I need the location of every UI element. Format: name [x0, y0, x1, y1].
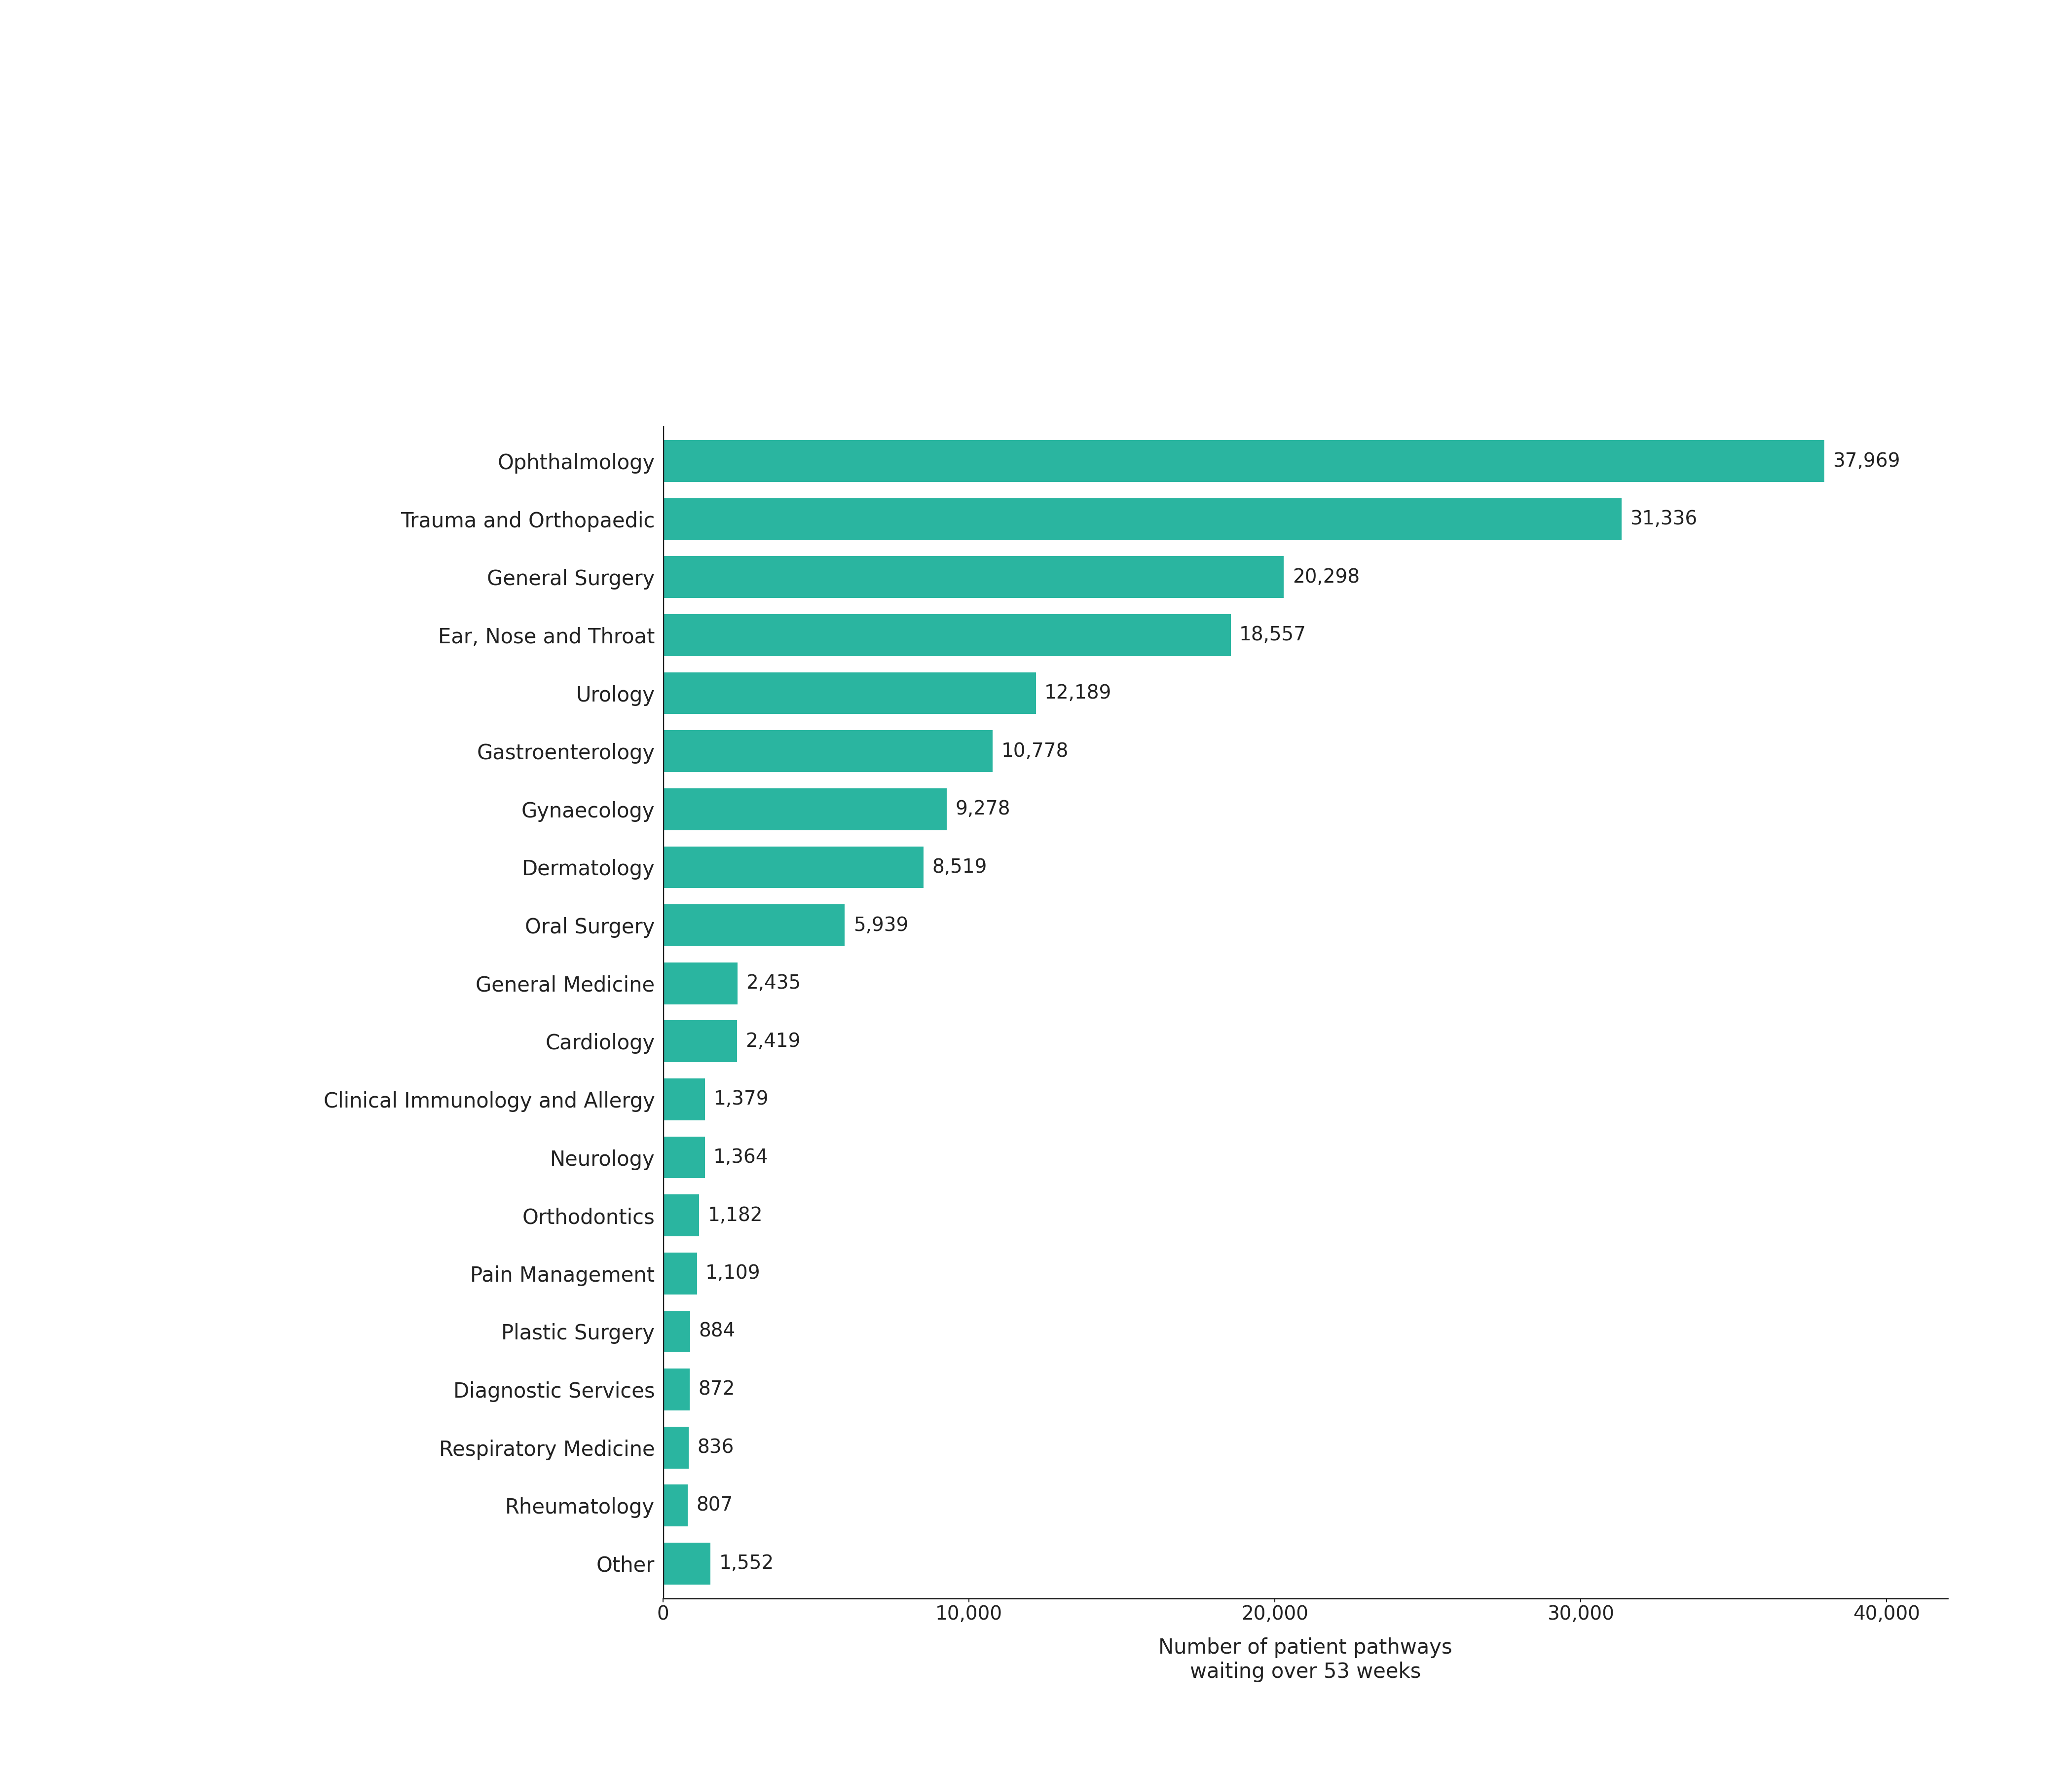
Bar [663, 556, 1285, 599]
Text: 12,189: 12,189 [1044, 684, 1113, 703]
Text: 1,552: 1,552 [719, 1554, 775, 1574]
Bar [663, 904, 845, 947]
Text: 10,778: 10,778 [1001, 742, 1069, 760]
Bar [663, 1426, 688, 1469]
Text: 1,109: 1,109 [707, 1265, 760, 1282]
Bar [663, 1137, 704, 1177]
Text: 872: 872 [698, 1380, 736, 1399]
Text: 836: 836 [696, 1439, 733, 1456]
Text: 1,364: 1,364 [713, 1147, 769, 1167]
Text: 20,298: 20,298 [1293, 568, 1359, 586]
Text: 884: 884 [698, 1321, 736, 1341]
Text: 8,519: 8,519 [932, 858, 986, 877]
Text: 2,435: 2,435 [746, 973, 802, 993]
Bar [663, 1311, 690, 1352]
Text: 5,939: 5,939 [854, 916, 908, 934]
Bar [663, 1078, 704, 1121]
Bar [663, 1369, 690, 1410]
Bar [663, 1195, 698, 1236]
Bar [663, 730, 992, 773]
Text: 37,969: 37,969 [1834, 451, 1900, 471]
Bar [663, 1021, 738, 1062]
Bar [663, 499, 1622, 540]
Text: 2,419: 2,419 [746, 1032, 800, 1051]
Bar [663, 847, 924, 888]
Bar [663, 673, 1036, 714]
Bar [663, 789, 947, 829]
Text: 807: 807 [696, 1495, 733, 1515]
Text: 18,557: 18,557 [1239, 625, 1305, 645]
Text: 1,379: 1,379 [713, 1090, 769, 1108]
Bar [663, 1485, 688, 1526]
Bar [663, 614, 1231, 655]
Bar [663, 440, 1823, 481]
Bar [663, 1543, 711, 1584]
Bar [663, 1252, 696, 1295]
X-axis label: Number of patient pathways
waiting over 53 weeks: Number of patient pathways waiting over … [1158, 1637, 1452, 1682]
Text: 31,336: 31,336 [1631, 510, 1697, 529]
Text: 9,278: 9,278 [955, 799, 1011, 819]
Bar [663, 963, 738, 1003]
Text: 1,182: 1,182 [709, 1206, 762, 1225]
